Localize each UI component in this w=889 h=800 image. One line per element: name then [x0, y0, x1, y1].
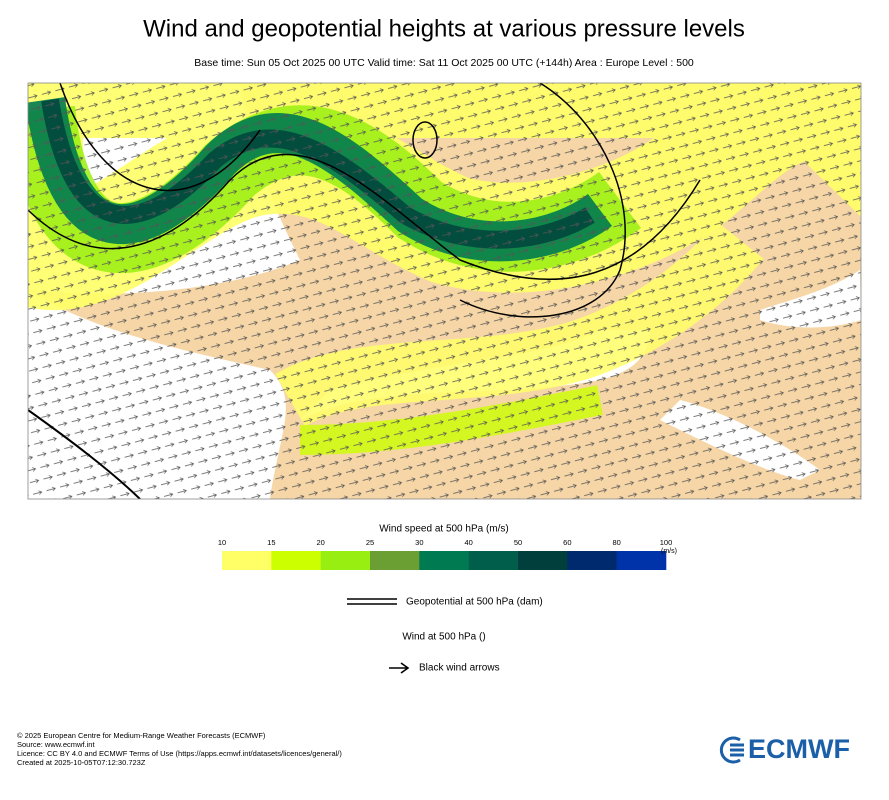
arrow-label: Black wind arrows: [419, 663, 500, 674]
legend-arrow: [389, 662, 410, 674]
colorbar-tick-label: 10: [218, 538, 226, 547]
footer-line: © 2025 European Centre for Medium-Range …: [17, 731, 266, 740]
colorbar-segment: [567, 551, 617, 570]
colorbar-segment: [320, 551, 371, 570]
logo: ECMWF: [748, 734, 850, 764]
footer-line: Created at 2025-10-05T07:12:30.723Z: [17, 758, 146, 767]
colorbar-segment: [370, 551, 420, 570]
colorbar-title: Wind speed at 500 hPa (m/s): [379, 524, 509, 535]
colorbar-segment: [468, 551, 519, 570]
colorbar-tick-label: 15: [267, 538, 275, 547]
colorbar-segment: [518, 551, 568, 570]
colorbar-segment: [419, 551, 469, 570]
colorbar-segment: [616, 551, 667, 570]
geopotential-label: Geopotential at 500 hPa (dam): [406, 597, 543, 608]
logo-icon: [719, 736, 744, 764]
colorbar-tick-label: 50: [514, 538, 522, 547]
colorbar-tick-label: 25: [366, 538, 374, 547]
colorbar-unit: (m/s): [661, 548, 677, 555]
subtitle: Base time: Sun 05 Oct 2025 00 UTC Valid …: [194, 57, 694, 69]
colorbar-segment: [271, 551, 321, 570]
footer-line: Licence: CC BY 4.0 and ECMWF Terms of Us…: [17, 749, 342, 758]
footer-line: Source: www.ecmwf.int: [17, 740, 95, 749]
colorbar-tick-label: 80: [612, 538, 620, 547]
colorbar-tick-label: 100: [660, 538, 673, 547]
wind-title: Wind at 500 hPa (): [402, 632, 485, 643]
colorbar-tick-label: 60: [563, 538, 571, 547]
colorbar-segment: [222, 551, 272, 570]
title: Wind and geopotential heights at various…: [143, 15, 745, 42]
colorbar-tick-label: 40: [464, 538, 472, 547]
colorbar: 10 15 20 25 30 40 50 60 80 100: [218, 538, 672, 570]
map: [28, 83, 861, 499]
colorbar-tick-label: 20: [316, 538, 324, 547]
map-frame: [27, 82, 862, 500]
colorbar-tick-label: 30: [415, 538, 423, 547]
